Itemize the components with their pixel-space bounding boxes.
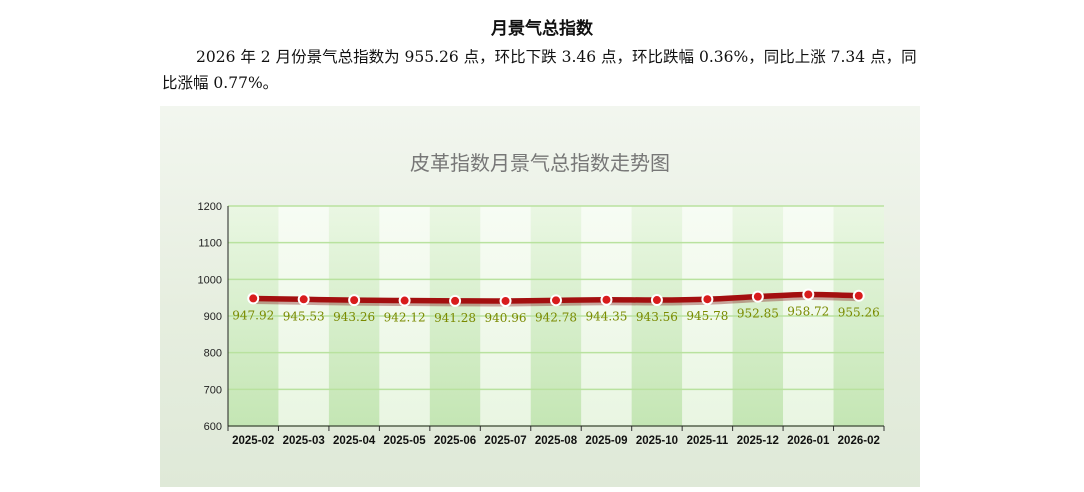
y-tick-label: 1200 bbox=[198, 201, 222, 213]
data-label: 952.85 bbox=[737, 307, 779, 321]
x-tick-label: 2025-02 bbox=[232, 435, 274, 447]
y-tick-label: 700 bbox=[204, 384, 222, 396]
data-label: 940.96 bbox=[485, 311, 527, 325]
y-tick-label: 1100 bbox=[198, 238, 222, 250]
data-point bbox=[600, 293, 613, 306]
chart-panel: 皮革指数月景气总指数走势图 600 700 800 900 1000 1100 1200 2… bbox=[160, 106, 920, 487]
data-label: 943.26 bbox=[333, 310, 375, 324]
data-point bbox=[247, 292, 260, 305]
data-label: 945.53 bbox=[283, 309, 325, 323]
axes bbox=[227, 206, 884, 427]
data-point bbox=[348, 294, 361, 307]
page-heading: 月景气总指数 bbox=[491, 19, 593, 39]
y-tick-labels: 600 700 800 900 1000 1100 1200 bbox=[198, 201, 222, 433]
data-label: 945.78 bbox=[686, 309, 728, 323]
data-point bbox=[650, 294, 663, 307]
x-tick-label: 2025-03 bbox=[283, 435, 325, 447]
data-label: 943.56 bbox=[636, 310, 678, 324]
x-tick-label: 2025-09 bbox=[585, 435, 627, 447]
data-point bbox=[297, 293, 310, 306]
summary-paragraph: 2026 年 2 月份景气总指数为 955.26 点，环比下跌 3.46 点，环… bbox=[162, 48, 917, 92]
x-tick-label: 2025-12 bbox=[737, 435, 779, 447]
x-tick-label: 2026-01 bbox=[787, 435, 830, 447]
data-label: 958.72 bbox=[787, 304, 829, 318]
data-label: 942.78 bbox=[535, 310, 577, 324]
x-tick-label: 2026-02 bbox=[838, 435, 880, 447]
data-point bbox=[852, 289, 865, 302]
x-tick-label: 2025-05 bbox=[384, 435, 427, 447]
x-tick-label: 2025-06 bbox=[434, 435, 476, 447]
data-point bbox=[398, 294, 411, 307]
data-point bbox=[499, 294, 512, 307]
x-tick-labels: 2025-02 2025-03 2025-04 2025-05 2025-06 2025-… bbox=[232, 435, 880, 447]
data-point bbox=[751, 290, 764, 303]
data-labels: 947.92 945.53 943.26 942.12 941.28 940.96 942.… bbox=[232, 304, 880, 325]
data-label: 942.12 bbox=[384, 311, 426, 325]
y-tick-label: 800 bbox=[204, 348, 222, 360]
x-tick-label: 2025-07 bbox=[484, 435, 526, 447]
data-label: 955.26 bbox=[838, 306, 880, 320]
data-point bbox=[701, 293, 714, 306]
y-tick-label: 600 bbox=[204, 421, 222, 433]
line-chart: 皮革指数月景气总指数走势图 600 700 800 900 1000 1100 1200 2… bbox=[198, 151, 885, 447]
x-tick-label: 2025-08 bbox=[535, 435, 578, 447]
data-markers bbox=[247, 288, 865, 307]
y-tick-label: 1000 bbox=[198, 274, 222, 286]
data-label: 947.92 bbox=[232, 308, 274, 322]
x-tick-label: 2025-11 bbox=[687, 435, 729, 447]
x-tick-label: 2025-10 bbox=[636, 435, 678, 447]
x-tick-label: 2025-04 bbox=[333, 435, 376, 447]
y-tick-label: 900 bbox=[204, 311, 222, 323]
chart-title: 皮革指数月景气总指数走势图 bbox=[410, 151, 670, 175]
data-label: 941.28 bbox=[434, 311, 476, 325]
data-point bbox=[550, 294, 562, 307]
data-label: 944.35 bbox=[585, 310, 627, 324]
data-point bbox=[449, 294, 462, 307]
data-point bbox=[802, 288, 815, 301]
